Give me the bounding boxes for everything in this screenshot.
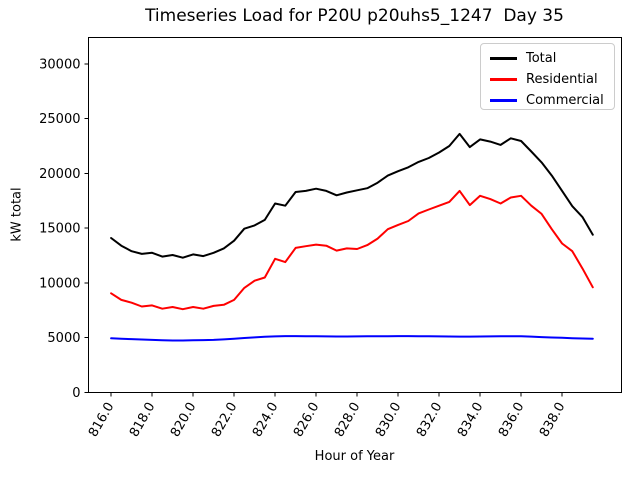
legend-label-commercial: Commercial <box>526 93 604 108</box>
x-tick-label: 820.0 <box>168 400 200 440</box>
legend-item-residential: Residential <box>481 69 614 90</box>
residential-line-swatch <box>490 78 517 81</box>
commercial-line-swatch <box>490 99 517 102</box>
x-tick-label: 816.0 <box>86 400 118 440</box>
series-line-residential <box>110 189 594 311</box>
y-tick-label: 20000 <box>39 167 80 182</box>
y-tick-label: 5000 <box>47 331 80 346</box>
chart-title: Timeseries Load for P20U p20uhs5_1247 Da… <box>145 6 564 26</box>
y-tick-label: 10000 <box>39 276 80 291</box>
y-tick-label: 15000 <box>39 222 80 237</box>
y-tick-label: 25000 <box>39 112 80 127</box>
x-tick-label: 838.0 <box>537 400 569 440</box>
axes-frame <box>88 37 622 393</box>
x-tick-label: 818.0 <box>127 400 159 440</box>
x-tick-label: 826.0 <box>291 400 323 440</box>
x-tick-label: 824.0 <box>250 400 282 440</box>
series-line-commercial <box>110 335 594 342</box>
total-line-swatch <box>490 57 517 60</box>
x-tick-label: 822.0 <box>209 400 241 440</box>
x-tick-label: 832.0 <box>414 400 446 440</box>
legend-item-total: Total <box>481 48 614 69</box>
x-tick-label: 830.0 <box>373 400 405 440</box>
legend-item-commercial: Commercial <box>481 90 614 111</box>
x-axis-label: Hour of Year <box>314 449 395 464</box>
x-tick-label: 828.0 <box>332 400 364 440</box>
series-line-total <box>110 132 594 259</box>
x-tick-label: 836.0 <box>496 400 528 440</box>
x-tick-label: 834.0 <box>455 400 487 440</box>
legend-label-residential: Residential <box>526 72 598 87</box>
legend-label-total: Total <box>526 51 557 66</box>
y-tick-label: 30000 <box>39 57 80 72</box>
y-axis-label: kW total <box>9 187 25 242</box>
legend: Total Residential Commercial <box>480 43 615 110</box>
y-tick-label: 0 <box>72 386 80 401</box>
